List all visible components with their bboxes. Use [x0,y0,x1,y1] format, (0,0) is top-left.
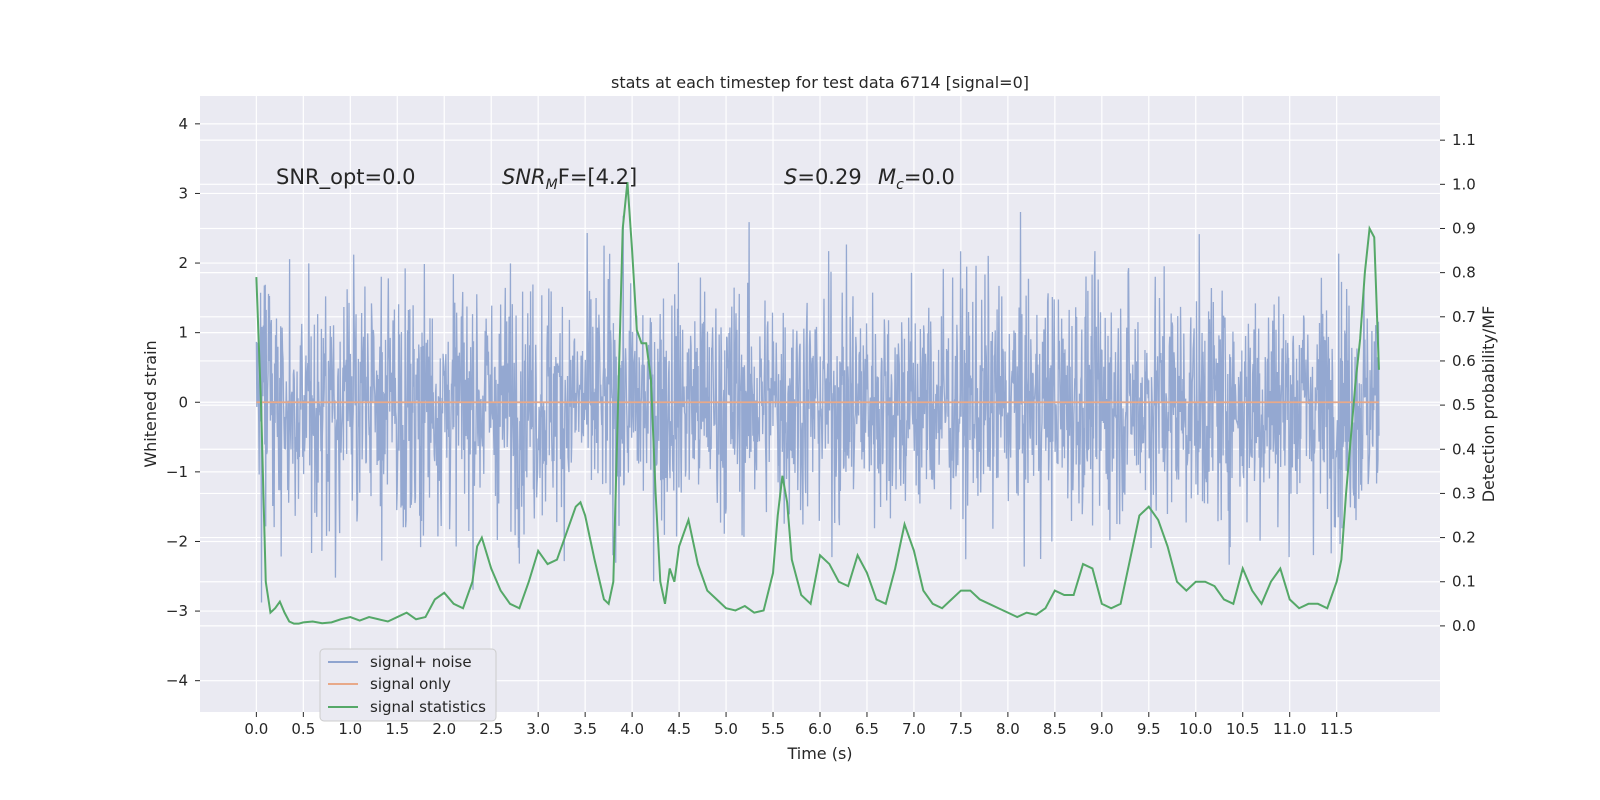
annotation-mc-main: M [878,165,896,189]
right-y-axis-label: Detection probability/MF [1479,306,1498,503]
annotation-snr-mf-sub: M [546,177,558,193]
y-left-tick-label: −2 [166,532,188,550]
x-tick-label: 0.5 [291,720,315,738]
x-tick-label: 11.5 [1320,720,1353,738]
x-tick-label: 7.0 [902,720,926,738]
x-tick-label: 6.5 [855,720,879,738]
y-right-tick-label: 0.8 [1452,264,1476,282]
chart-title: stats at each timestep for test data 671… [611,73,1029,92]
annotation-s-main: S [784,165,797,189]
signal-statistics-series [255,182,1380,625]
x-tick-label: 9.0 [1090,720,1114,738]
x-tick-label: 8.5 [1043,720,1067,738]
annotation-snr-mf-main: SNR [502,165,546,189]
x-tick-label: 4.5 [667,720,691,738]
annotation-snr-opt: SNR_opt=0.0 [276,165,416,190]
y-right-tick-label: 0.1 [1452,573,1476,591]
annotation-s: S=0.29 [784,165,862,189]
y-right-tick-label: 1.1 [1452,131,1476,149]
y-right-tick-label: 0.7 [1452,308,1476,326]
y-left-tick-label: −4 [166,672,188,690]
x-tick-label: 6.0 [808,720,832,738]
y-left-tick-label: 1 [178,324,188,342]
left-y-axis-ticks: −4 −3 −2 −1 0 1 2 3 4 [166,115,200,690]
y-left-tick-label: 3 [178,184,188,202]
signal-noise-series [255,212,1380,603]
legend-label-statistics: signal statistics [370,698,486,716]
x-tick-label: 8.0 [996,720,1020,738]
signal-statistics-line [255,182,1380,625]
legend-label-noise: signal+ noise [370,653,472,671]
legend-label-signal: signal only [370,675,451,693]
x-axis-ticks: 0.0 0.5 1.0 1.5 2.0 2.5 3.0 3.5 4.0 4.5 5.0 5.5 6.0 6… [244,712,1353,738]
x-tick-label: 3.5 [573,720,597,738]
x-tick-label: 10.5 [1226,720,1259,738]
y-left-tick-label: 2 [178,254,188,272]
annotation-s-rest: =0.29 [797,165,861,189]
y-left-tick-label: 4 [178,115,188,133]
y-right-tick-label: 0.6 [1452,352,1476,370]
x-tick-label: 4.0 [620,720,644,738]
y-left-tick-label: −3 [166,602,188,620]
annotation-mc-rest: =0.0 [904,165,955,189]
x-tick-label: 2.0 [432,720,456,738]
annotation-mc: Mc=0.0 [878,165,955,193]
x-tick-label: 7.5 [949,720,973,738]
x-tick-label: 1.5 [385,720,409,738]
y-right-tick-label: 0.0 [1452,617,1476,635]
x-tick-label: 2.5 [479,720,503,738]
legend: signal+ noise signal only signal statist… [319,648,497,722]
y-right-tick-label: 0.2 [1452,529,1476,547]
y-left-tick-label: 0 [178,393,188,411]
annotation-snr-mf-rest: F=[4.2] [558,165,637,189]
x-tick-label: 11.0 [1273,720,1306,738]
x-tick-label: 9.5 [1137,720,1161,738]
x-tick-label: 10.0 [1179,720,1212,738]
y-right-tick-label: 0.9 [1452,219,1476,237]
y-right-tick-label: 0.4 [1452,440,1476,458]
right-y-axis-ticks: 0.0 0.1 0.2 0.3 0.4 0.5 0.6 0.7 0.8 0.9 1.0 1.1 [1440,131,1476,635]
x-axis-label: Time (s) [786,744,852,763]
x-tick-label: 5.5 [761,720,785,738]
y-right-tick-label: 0.3 [1452,484,1476,502]
y-left-tick-label: −1 [166,463,188,481]
left-y-axis-label: Whitened strain [141,340,160,467]
x-tick-label: 5.0 [714,720,738,738]
legend-box [319,648,497,722]
x-tick-label: 0.0 [244,720,268,738]
annotation-snr-mf: SNRMF=[4.2] [502,165,637,193]
y-right-tick-label: 0.5 [1452,396,1476,414]
x-tick-label: 3.0 [526,720,550,738]
annotation-mc-sub: c [896,177,904,193]
y-right-tick-label: 1.0 [1452,175,1476,193]
x-tick-label: 1.0 [338,720,362,738]
signal-noise-line [255,212,1380,603]
